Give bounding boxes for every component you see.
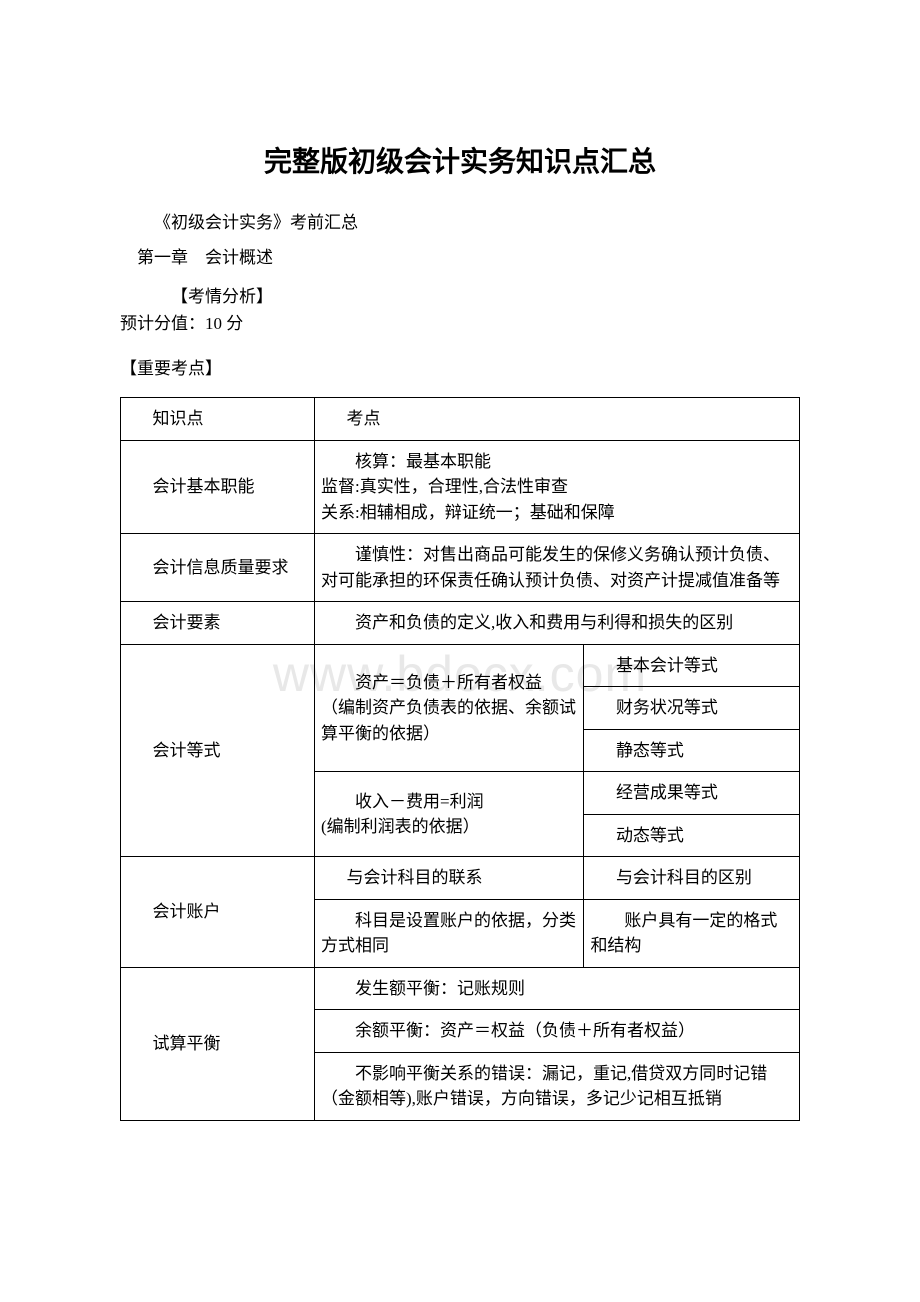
- chapter-heading: 第一章 会计概述: [120, 243, 800, 268]
- equation-right4: 经营成果等式: [584, 772, 800, 815]
- equation-left2-line1: 收入－费用=利润: [321, 792, 484, 811]
- balance-row1: 发生额平衡：记账规则: [315, 967, 800, 1010]
- knowledge-table: 知识点 考点 会计基本职能 核算：最基本职能监督:真实性，合理性,合法性审查关系…: [120, 397, 800, 1121]
- equation-left1: 资产＝负债＋所有者权益 （编制资产负债表的依据、余额试算平衡的依据）: [315, 644, 584, 772]
- equation-col1: 会计等式: [121, 644, 315, 857]
- account-row2-left: 科目是设置账户的依据，分类方式相同: [315, 899, 584, 967]
- row-col2: 资产和负债的定义,收入和费用与利得和损失的区别: [315, 602, 800, 645]
- table-header-row: 知识点 考点: [121, 398, 800, 441]
- row-col2: 谨慎性：对售出商品可能发生的保修义务确认预计负债、对可能承担的环保责任确认预计负…: [315, 534, 800, 602]
- balance-row3: 不影响平衡关系的错误：漏记，重记,借贷双方同时记错（金额相等),账户错误，方向错…: [315, 1052, 800, 1120]
- row-col1: 会计要素: [121, 602, 315, 645]
- equation-right5: 动态等式: [584, 814, 800, 857]
- equation-right2: 财务状况等式: [584, 687, 800, 730]
- account-col1: 会计账户: [121, 857, 315, 968]
- row-col1: 会计信息质量要求: [121, 534, 315, 602]
- subtitle: 《初级会计实务》考前汇总: [120, 208, 800, 233]
- equation-right3: 静态等式: [584, 729, 800, 772]
- equation-left1-line2: （编制资产负债表的依据、余额试算平衡的依据）: [321, 698, 576, 743]
- row-col2: 核算：最基本职能监督:真实性，合理性,合法性审查关系:相辅相成，辩证统一；基础和…: [315, 440, 800, 534]
- account-row1-left: 与会计科目的联系: [315, 857, 584, 900]
- table-row: 会计账户 与会计科目的联系 与会计科目的区别: [121, 857, 800, 900]
- account-row2-right: 账户具有一定的格式和结构: [584, 899, 800, 967]
- keypoints-label: 【重要考点】: [120, 354, 800, 379]
- page-title: 完整版初级会计实务知识点汇总: [120, 140, 800, 180]
- table-row: 会计等式 资产＝负债＋所有者权益 （编制资产负债表的依据、余额试算平衡的依据） …: [121, 644, 800, 687]
- table-row: 会计要素 资产和负债的定义,收入和费用与利得和损失的区别: [121, 602, 800, 645]
- account-row1-right: 与会计科目的区别: [584, 857, 800, 900]
- row-col1: 会计基本职能: [121, 440, 315, 534]
- table-row: 会计信息质量要求 谨慎性：对售出商品可能发生的保修义务确认预计负债、对可能承担的…: [121, 534, 800, 602]
- header-col2: 考点: [315, 398, 800, 441]
- table-row: 会计基本职能 核算：最基本职能监督:真实性，合理性,合法性审查关系:相辅相成，辩…: [121, 440, 800, 534]
- equation-right1: 基本会计等式: [584, 644, 800, 687]
- equation-left2: 收入－费用=利润 (编制利润表的依据）: [315, 772, 584, 857]
- equation-left2-line2: (编制利润表的依据）: [321, 817, 480, 836]
- table-row: 试算平衡 发生额平衡：记账规则: [121, 967, 800, 1010]
- balance-col1: 试算平衡: [121, 967, 315, 1120]
- analysis-label: 【考情分析】: [120, 282, 800, 307]
- header-col1: 知识点: [121, 398, 315, 441]
- score-line: 预计分值：10 分: [120, 309, 800, 334]
- balance-row2: 余额平衡：资产＝权益（负债＋所有者权益）: [315, 1010, 800, 1053]
- equation-left1-line1: 资产＝负债＋所有者权益: [321, 673, 542, 692]
